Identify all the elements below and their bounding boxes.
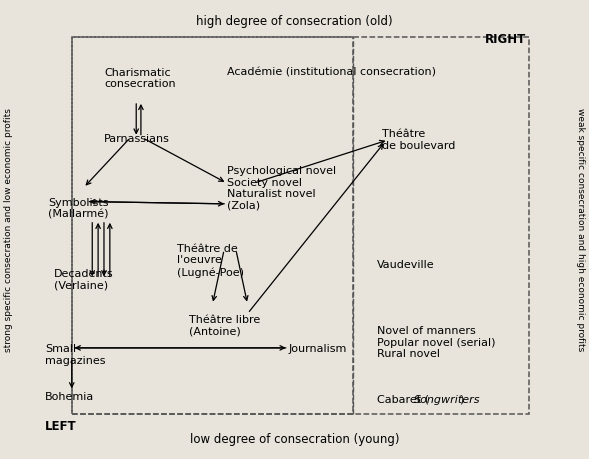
- Text: Cabaret (: Cabaret (: [376, 394, 429, 404]
- Text: Decadents
(Verlaine): Decadents (Verlaine): [54, 268, 114, 290]
- Text: Théâtre
de boulevard: Théâtre de boulevard: [382, 129, 456, 151]
- Text: Small
magazines: Small magazines: [45, 343, 106, 365]
- Text: Novel of manners
Popular novel (serial)
Rural novel: Novel of manners Popular novel (serial) …: [376, 325, 495, 358]
- Text: Songwriters: Songwriters: [413, 394, 480, 404]
- Text: Vaudeville: Vaudeville: [376, 259, 434, 269]
- Bar: [72, 38, 529, 414]
- Text: Bohemia: Bohemia: [45, 392, 95, 402]
- Text: low degree of consecration (young): low degree of consecration (young): [190, 432, 399, 445]
- Text: LEFT: LEFT: [45, 419, 77, 432]
- Bar: [72, 38, 353, 414]
- Text: strong specific consecration and low economic profits: strong specific consecration and low eco…: [4, 108, 13, 351]
- Text: ): ): [459, 394, 464, 404]
- Text: Parnassians: Parnassians: [104, 134, 170, 144]
- Text: Théâtre libre
(Antoine): Théâtre libre (Antoine): [189, 314, 260, 336]
- Text: weak specific consecration and high economic profits: weak specific consecration and high econ…: [576, 108, 585, 351]
- Text: Journalism: Journalism: [289, 343, 347, 353]
- Text: Psychological novel
Society novel
Naturalist novel
(Zola): Psychological novel Society novel Natura…: [227, 166, 336, 210]
- Text: high degree of consecration (old): high degree of consecration (old): [196, 15, 393, 28]
- Text: Théâtre de
l'oeuvre
(Lugné-Poe): Théâtre de l'oeuvre (Lugné-Poe): [177, 243, 244, 277]
- Text: Symbolists
(Mallarmé): Symbolists (Mallarmé): [48, 197, 109, 219]
- Text: RIGHT: RIGHT: [485, 34, 526, 46]
- Text: Académie (institutional consecration): Académie (institutional consecration): [227, 67, 436, 78]
- Text: Charismatic
consecration: Charismatic consecration: [104, 67, 176, 89]
